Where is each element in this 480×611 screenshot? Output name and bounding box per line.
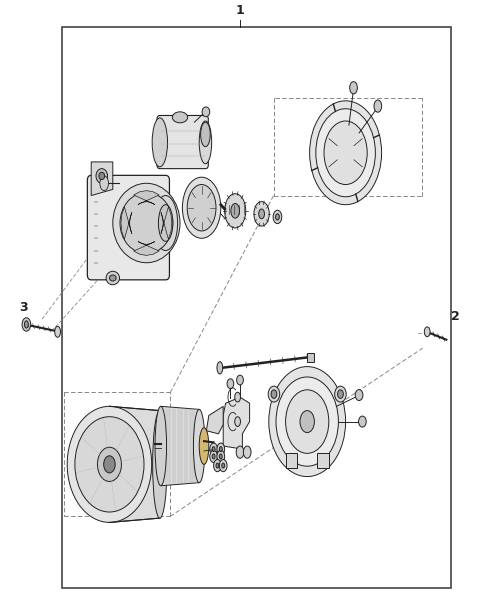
- Ellipse shape: [236, 446, 244, 458]
- Ellipse shape: [212, 454, 215, 459]
- Ellipse shape: [235, 417, 240, 426]
- Ellipse shape: [217, 362, 223, 374]
- Ellipse shape: [268, 386, 280, 402]
- Ellipse shape: [269, 367, 346, 477]
- Ellipse shape: [120, 192, 173, 254]
- Polygon shape: [91, 162, 113, 196]
- Bar: [286, 453, 298, 467]
- Polygon shape: [109, 406, 160, 522]
- Ellipse shape: [99, 172, 105, 180]
- FancyBboxPatch shape: [157, 115, 208, 169]
- Ellipse shape: [335, 386, 346, 402]
- Ellipse shape: [316, 109, 375, 197]
- Ellipse shape: [199, 428, 209, 464]
- Ellipse shape: [227, 379, 234, 389]
- Text: 1: 1: [236, 4, 244, 17]
- Ellipse shape: [24, 321, 28, 328]
- Text: 3: 3: [19, 301, 27, 314]
- Ellipse shape: [201, 122, 210, 147]
- Ellipse shape: [154, 196, 178, 251]
- Text: 2: 2: [451, 310, 459, 323]
- Ellipse shape: [222, 463, 225, 468]
- Ellipse shape: [67, 406, 152, 522]
- Ellipse shape: [217, 443, 225, 455]
- Ellipse shape: [75, 417, 144, 512]
- Ellipse shape: [243, 446, 251, 458]
- Ellipse shape: [155, 406, 167, 486]
- Ellipse shape: [337, 390, 343, 398]
- Ellipse shape: [424, 327, 430, 337]
- Ellipse shape: [55, 326, 60, 337]
- Ellipse shape: [210, 443, 217, 455]
- Ellipse shape: [349, 82, 357, 94]
- Bar: [62, 27, 451, 588]
- Ellipse shape: [96, 169, 108, 183]
- Ellipse shape: [22, 318, 31, 331]
- Ellipse shape: [219, 447, 222, 452]
- Ellipse shape: [109, 275, 116, 281]
- Ellipse shape: [212, 447, 215, 452]
- Ellipse shape: [271, 390, 277, 398]
- Ellipse shape: [276, 214, 279, 220]
- Ellipse shape: [219, 459, 227, 472]
- Ellipse shape: [300, 411, 314, 433]
- Polygon shape: [121, 207, 132, 239]
- Ellipse shape: [216, 463, 219, 468]
- Polygon shape: [206, 406, 223, 434]
- Ellipse shape: [273, 210, 282, 224]
- Ellipse shape: [310, 101, 382, 205]
- Ellipse shape: [254, 202, 269, 226]
- Ellipse shape: [152, 118, 168, 167]
- FancyBboxPatch shape: [87, 175, 169, 280]
- Ellipse shape: [355, 390, 363, 401]
- Ellipse shape: [100, 176, 108, 191]
- Ellipse shape: [237, 375, 243, 385]
- Ellipse shape: [359, 416, 366, 427]
- Ellipse shape: [276, 377, 338, 466]
- Ellipse shape: [104, 456, 115, 473]
- Bar: [317, 453, 328, 467]
- Ellipse shape: [235, 392, 240, 402]
- Bar: [307, 353, 314, 362]
- Polygon shape: [133, 241, 159, 255]
- Ellipse shape: [231, 203, 240, 218]
- Ellipse shape: [225, 194, 246, 228]
- Polygon shape: [223, 397, 250, 449]
- Ellipse shape: [210, 450, 217, 463]
- Ellipse shape: [97, 447, 121, 481]
- Polygon shape: [133, 191, 159, 205]
- Ellipse shape: [187, 185, 216, 231]
- Ellipse shape: [217, 450, 225, 463]
- Ellipse shape: [214, 459, 221, 472]
- Ellipse shape: [106, 271, 120, 285]
- Ellipse shape: [193, 409, 205, 483]
- Ellipse shape: [182, 177, 221, 238]
- Ellipse shape: [202, 107, 210, 117]
- Ellipse shape: [324, 121, 367, 185]
- Polygon shape: [161, 207, 172, 239]
- Ellipse shape: [219, 454, 222, 459]
- Ellipse shape: [172, 112, 188, 123]
- Ellipse shape: [158, 205, 173, 241]
- Ellipse shape: [113, 183, 180, 263]
- Ellipse shape: [153, 411, 167, 518]
- Ellipse shape: [199, 121, 212, 164]
- Ellipse shape: [286, 390, 329, 453]
- Ellipse shape: [374, 100, 382, 112]
- Ellipse shape: [259, 209, 264, 219]
- Polygon shape: [161, 406, 199, 486]
